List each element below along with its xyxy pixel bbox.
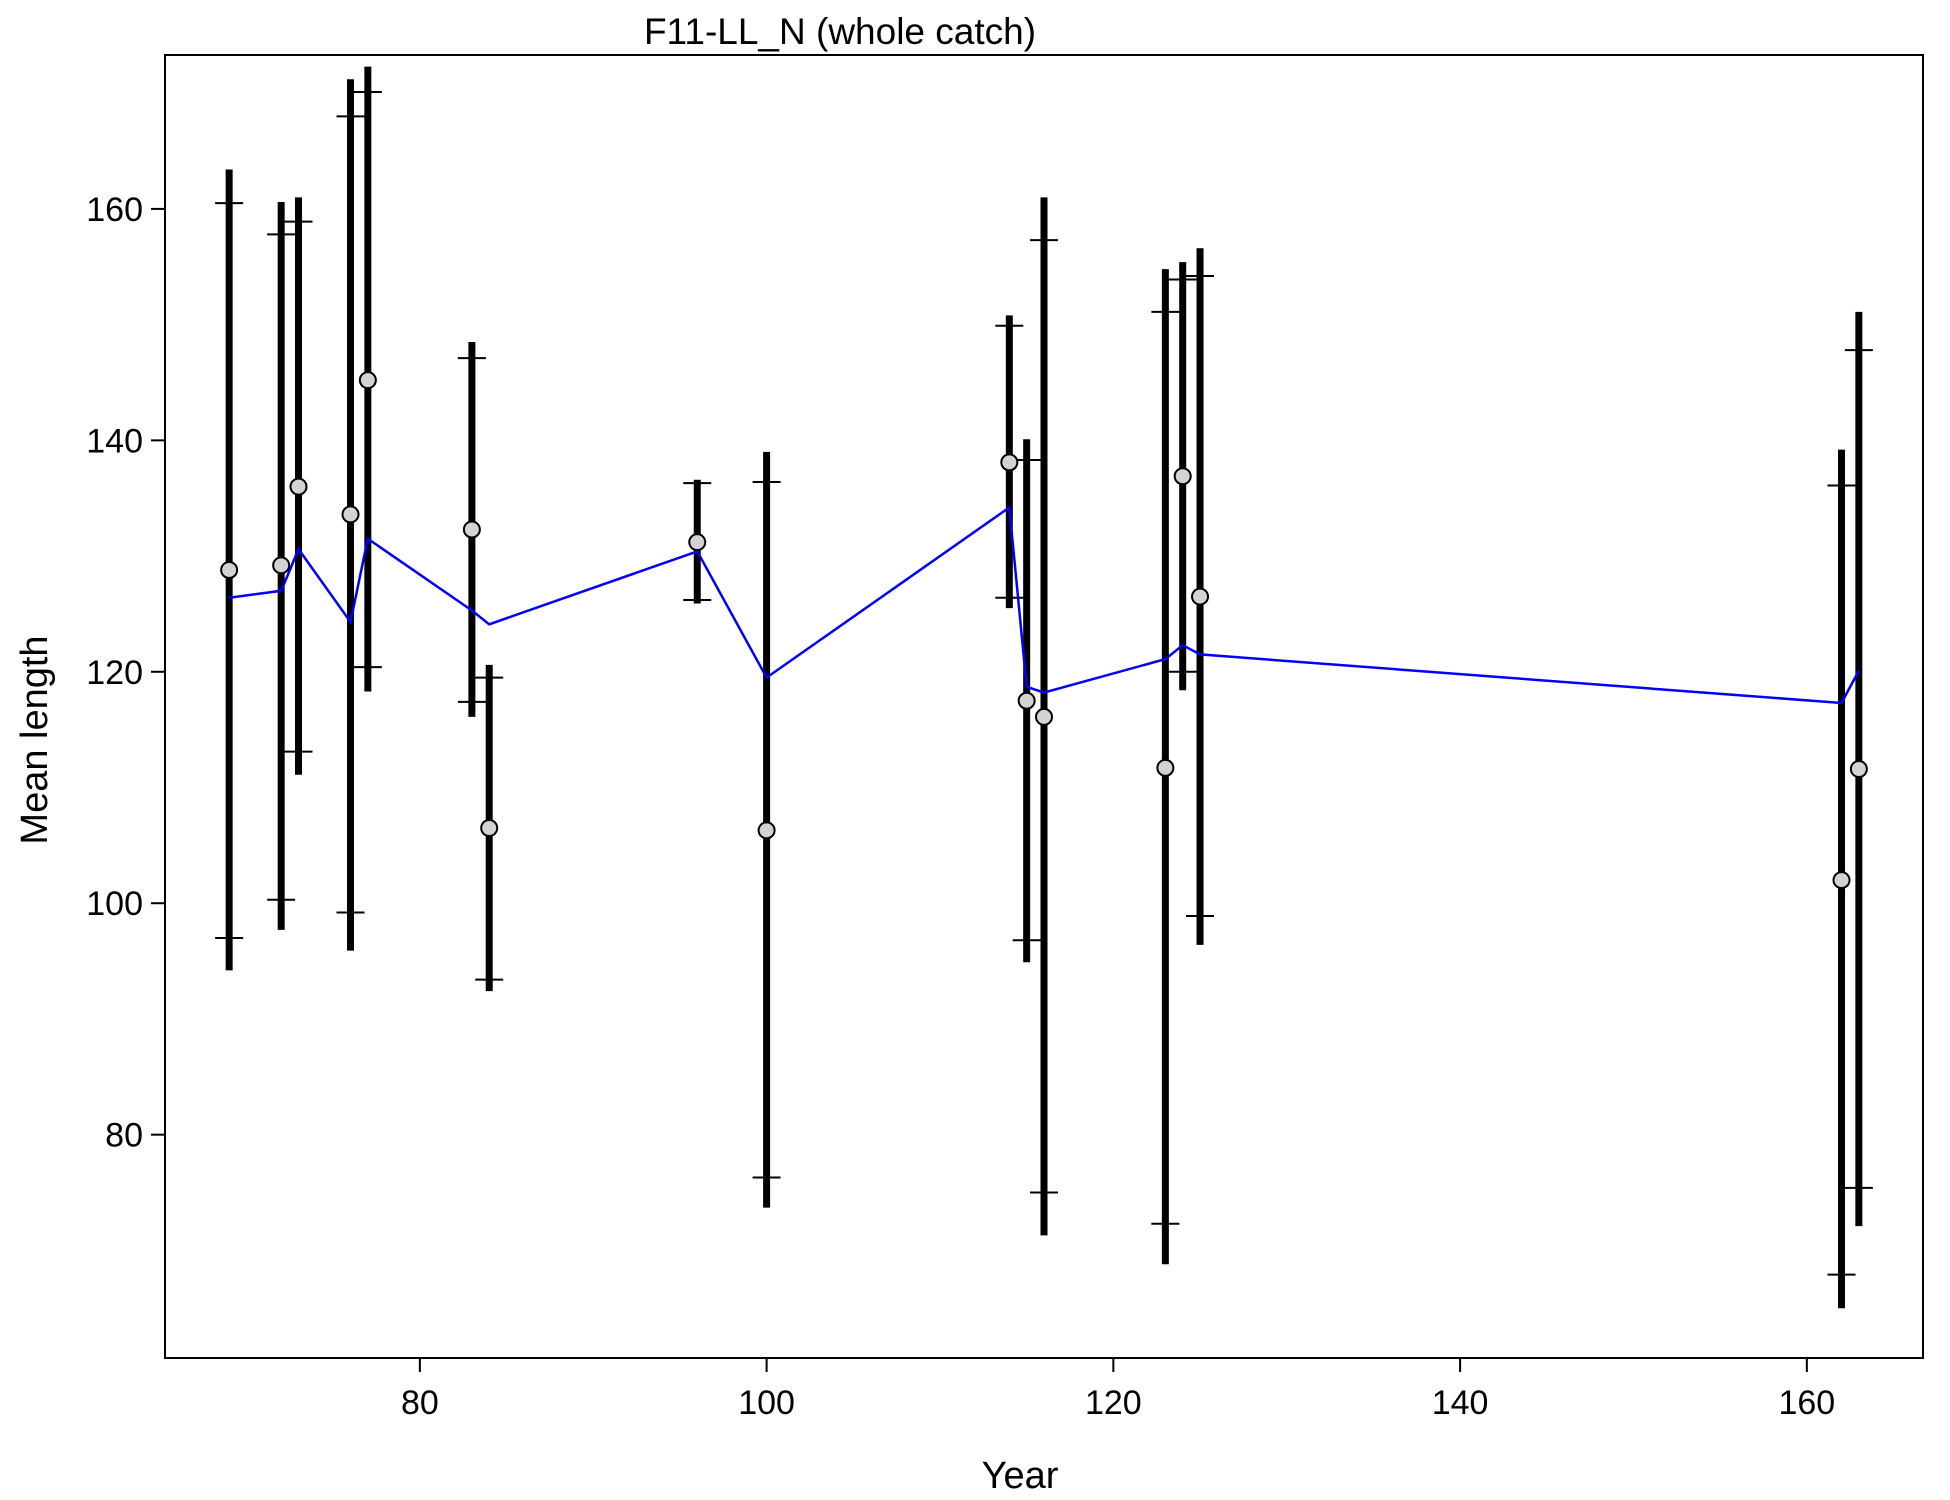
observed-point <box>1849 759 1868 778</box>
observed-point <box>462 520 481 539</box>
observed-point <box>1832 871 1851 890</box>
observed-point <box>289 477 308 496</box>
observed-point <box>341 505 360 524</box>
expected-line <box>228 505 1861 705</box>
observed-point <box>272 556 291 575</box>
observed-point <box>1173 467 1192 486</box>
y-axis-title: Mean length <box>14 635 56 844</box>
observed-point <box>1000 453 1019 472</box>
x-tick-label: 140 <box>1432 1384 1489 1422</box>
x-tick-label: 80 <box>401 1384 439 1422</box>
plot-frame <box>164 54 1924 1359</box>
x-tick-label: 100 <box>738 1384 795 1422</box>
y-tick-label: 120 <box>86 654 143 692</box>
observed-point <box>757 821 776 840</box>
observed-point <box>1017 691 1036 710</box>
observed-point <box>480 819 499 838</box>
observed-point <box>1156 758 1175 777</box>
observed-points <box>220 371 1868 890</box>
x-axis-title: Year <box>982 1455 1059 1497</box>
y-tick-label: 80 <box>105 1117 143 1155</box>
y-tick-label: 140 <box>86 422 143 460</box>
observed-point <box>220 560 239 579</box>
x-axis: 80 100 120 140 160 <box>401 1358 1835 1422</box>
y-tick-label: 100 <box>86 885 143 923</box>
x-tick-label: 120 <box>1085 1384 1142 1422</box>
chart-title: F11-LL_N (whole catch) <box>644 11 1036 52</box>
x-tick-label: 160 <box>1778 1384 1835 1422</box>
observed-point <box>1035 707 1053 726</box>
observed-point <box>688 533 707 552</box>
y-axis: 80 100 120 140 160 <box>86 191 165 1155</box>
y-tick-label: 160 <box>86 191 143 229</box>
observed-point <box>1191 587 1210 606</box>
expected-line-group <box>228 505 1861 705</box>
observed-point <box>358 371 377 390</box>
